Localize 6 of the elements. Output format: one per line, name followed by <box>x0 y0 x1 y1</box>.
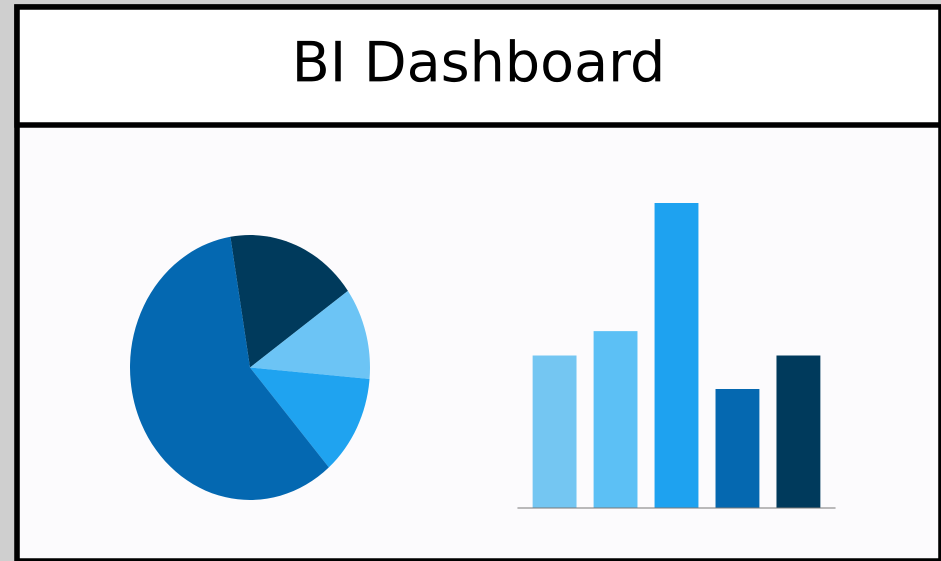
chart-title: BI Dashboard <box>297 39 660 82</box>
bar <box>532 356 577 508</box>
bar <box>716 389 760 508</box>
bar <box>594 331 638 508</box>
bar <box>654 203 698 508</box>
bar <box>776 356 820 508</box>
